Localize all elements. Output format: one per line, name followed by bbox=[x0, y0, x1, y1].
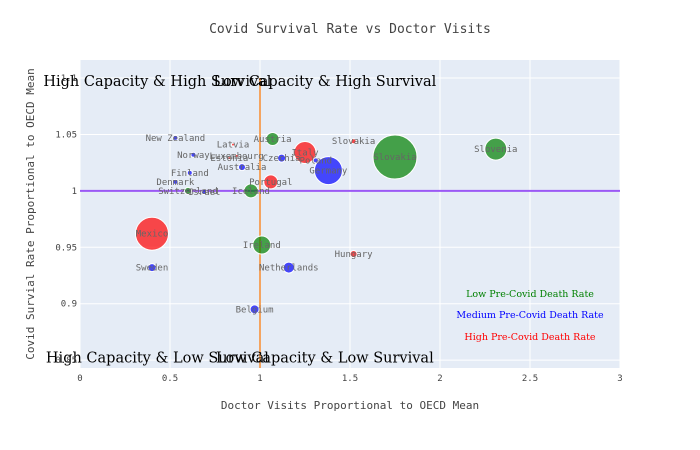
bubble-point bbox=[238, 163, 246, 172]
point-label: Mexico bbox=[136, 230, 169, 240]
bubble-point bbox=[265, 131, 280, 146]
point-label: Belgium bbox=[236, 305, 274, 315]
point-label: Israel bbox=[188, 188, 221, 198]
bubble-point bbox=[172, 178, 179, 185]
point-label: Latvia bbox=[217, 141, 250, 151]
bubble-point bbox=[249, 304, 260, 315]
y-tick-label: 1.05 bbox=[55, 130, 77, 140]
bubble-point bbox=[484, 137, 508, 161]
bubble-point bbox=[282, 261, 295, 274]
point-label: Norway bbox=[177, 151, 210, 161]
y-axis-label: Covid Survial Rate Proportional to OECD … bbox=[24, 68, 37, 359]
reference-lines bbox=[80, 78, 620, 368]
legend: Low Pre-Covid Death Rate Medium Pre-Covid… bbox=[456, 289, 604, 343]
point-label: Portugal bbox=[249, 178, 292, 188]
x-axis-label: Doctor Visits Proportional to OECD Mean bbox=[221, 399, 479, 412]
legend-entry: High Pre-Covid Death Rate bbox=[464, 332, 596, 343]
bubble-point bbox=[147, 263, 157, 273]
point-label: Switzerland bbox=[158, 187, 218, 197]
legend-entry: Medium Pre-Covid Death Rate bbox=[456, 310, 604, 321]
quadrant-label: Low Capacity & Low Survival bbox=[216, 350, 434, 366]
point-label: Hungary bbox=[335, 250, 374, 260]
point-labels: Slovakia Slovenia Austria Ireland Iceland Swi… bbox=[136, 134, 518, 315]
x-tick-label: 0 bbox=[77, 374, 82, 384]
bubble-point bbox=[243, 183, 259, 199]
y-tick-label: 0.85 bbox=[55, 356, 77, 366]
point-label: Slovakia bbox=[373, 153, 416, 163]
x-tick-label: 2 bbox=[437, 374, 442, 384]
bubble-point bbox=[231, 142, 235, 147]
quadrant-label: High Capacity & Low Survival bbox=[46, 350, 269, 366]
bubble-point bbox=[263, 174, 279, 190]
point-label: Poland bbox=[300, 156, 333, 166]
x-tick-label: 1 bbox=[257, 374, 262, 384]
bubble-point bbox=[184, 186, 192, 195]
x-tick-label: 1.5 bbox=[342, 374, 358, 384]
x-tick-label: 2.5 bbox=[522, 374, 538, 384]
bubble-point bbox=[186, 169, 193, 176]
bubble-point bbox=[172, 134, 179, 141]
bubbles bbox=[135, 131, 508, 315]
y-tick-label: 1 bbox=[72, 187, 77, 197]
bubble-point bbox=[135, 216, 169, 251]
bubble-point bbox=[312, 157, 319, 164]
point-label: Finland bbox=[171, 169, 209, 179]
point-label: Czechia bbox=[263, 154, 301, 164]
point-label: Austria bbox=[254, 135, 292, 145]
point-label: Germany bbox=[309, 167, 348, 177]
quadrant-label: High Capacity & High Survival bbox=[43, 74, 271, 90]
bubble-point bbox=[234, 153, 239, 158]
legend-entry: Low Pre-Covid Death Rate bbox=[466, 289, 594, 300]
bubble-point bbox=[313, 156, 343, 186]
point-label: Estonia bbox=[210, 154, 248, 164]
bubble-point bbox=[372, 134, 418, 180]
point-label: New Zealand bbox=[146, 134, 206, 144]
point-label: Iceland bbox=[232, 187, 270, 197]
bubble-point bbox=[201, 189, 208, 195]
point-label: Ireland bbox=[243, 241, 281, 251]
point-label: Sweden bbox=[136, 264, 169, 274]
axis-ticks: 0 0.5 1 1.5 2 2.5 3 0.85 0.9 0.95 1 1.05 1.1 bbox=[55, 74, 622, 384]
bubble-point bbox=[277, 153, 287, 163]
point-label: Luxembourg bbox=[210, 152, 264, 162]
point-label: Australia bbox=[218, 163, 267, 173]
bubble-point bbox=[293, 141, 317, 165]
x-tick-label: 0.5 bbox=[162, 374, 178, 384]
point-label: Italy bbox=[291, 149, 319, 159]
bubble-point bbox=[227, 156, 232, 161]
bubble-point bbox=[349, 250, 358, 259]
x-tick-label: 3 bbox=[617, 374, 622, 384]
bubble-point bbox=[350, 138, 357, 145]
y-tick-label: 0.9 bbox=[61, 300, 77, 310]
point-label: Denmark bbox=[156, 178, 195, 188]
bubble-point bbox=[190, 151, 197, 158]
point-label: Slovenia bbox=[474, 145, 517, 155]
point-label: Netherlands bbox=[259, 264, 319, 274]
quadrant-label: Low Capacity & High Survival bbox=[213, 74, 436, 90]
point-label: Slovakia bbox=[332, 137, 375, 147]
y-tick-label: 1.1 bbox=[61, 74, 77, 84]
bubble-point bbox=[252, 235, 272, 255]
chart-title: Covid Survival Rate vs Doctor Visits bbox=[209, 22, 491, 37]
y-tick-label: 0.95 bbox=[55, 243, 77, 253]
